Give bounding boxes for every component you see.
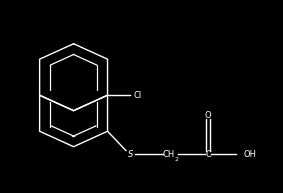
Text: 2: 2 <box>174 157 178 162</box>
Text: S: S <box>128 150 133 159</box>
Text: Cl: Cl <box>133 91 141 100</box>
Text: OH: OH <box>243 150 256 159</box>
Text: C: C <box>205 150 211 159</box>
Text: CH: CH <box>162 150 175 159</box>
Text: O: O <box>205 111 211 120</box>
